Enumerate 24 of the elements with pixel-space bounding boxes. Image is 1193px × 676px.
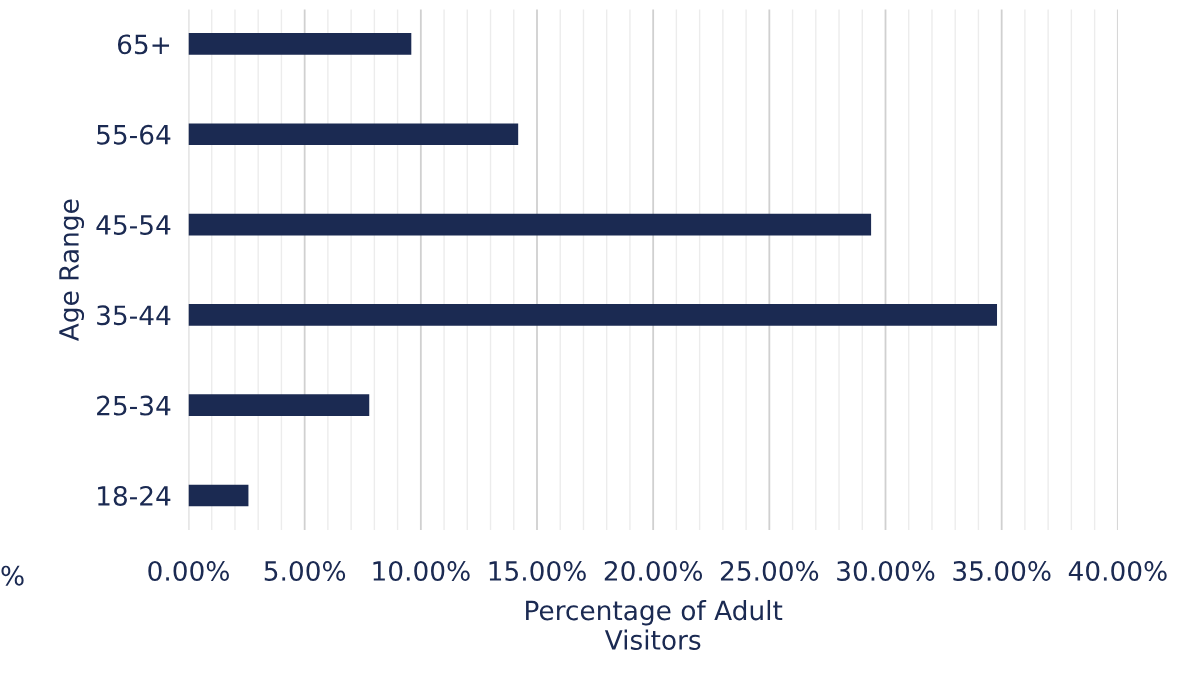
- bar: [188, 394, 370, 417]
- bar: [188, 123, 519, 146]
- text: %: [1, 565, 24, 586]
- y-tick-label: 25-34: [97, 395, 171, 416]
- x-tick-label: 40.00%: [1068, 561, 1167, 581]
- x-tick-label: 15.00%: [489, 561, 586, 581]
- y-tick-label: 65+: [117, 34, 170, 55]
- x-tick-label: 20.00%: [604, 561, 703, 581]
- bar: [188, 484, 249, 507]
- bar: [188, 33, 412, 55]
- y-tick-label: 45-54: [96, 215, 171, 235]
- bar: [188, 213, 872, 236]
- y-tick-label: 35-44: [97, 305, 171, 326]
- x-tick-label: 10.00%: [373, 561, 470, 581]
- y-axis-title: Age Range: [59, 199, 85, 342]
- bar: [188, 304, 998, 326]
- x-axis-title: Percentage of Adult Visitors: [526, 599, 783, 650]
- x-tick-label: 30.00%: [837, 561, 935, 581]
- y-tick-label: 18-24: [98, 485, 171, 506]
- x-tick-label: 25.00%: [720, 561, 819, 581]
- x-tick-label: 5.00%: [264, 561, 346, 581]
- y-tick-label: 55-64: [97, 124, 171, 145]
- x-tick-label: 0.00%: [148, 561, 229, 581]
- x-tick-label: 35.00%: [953, 561, 1051, 581]
